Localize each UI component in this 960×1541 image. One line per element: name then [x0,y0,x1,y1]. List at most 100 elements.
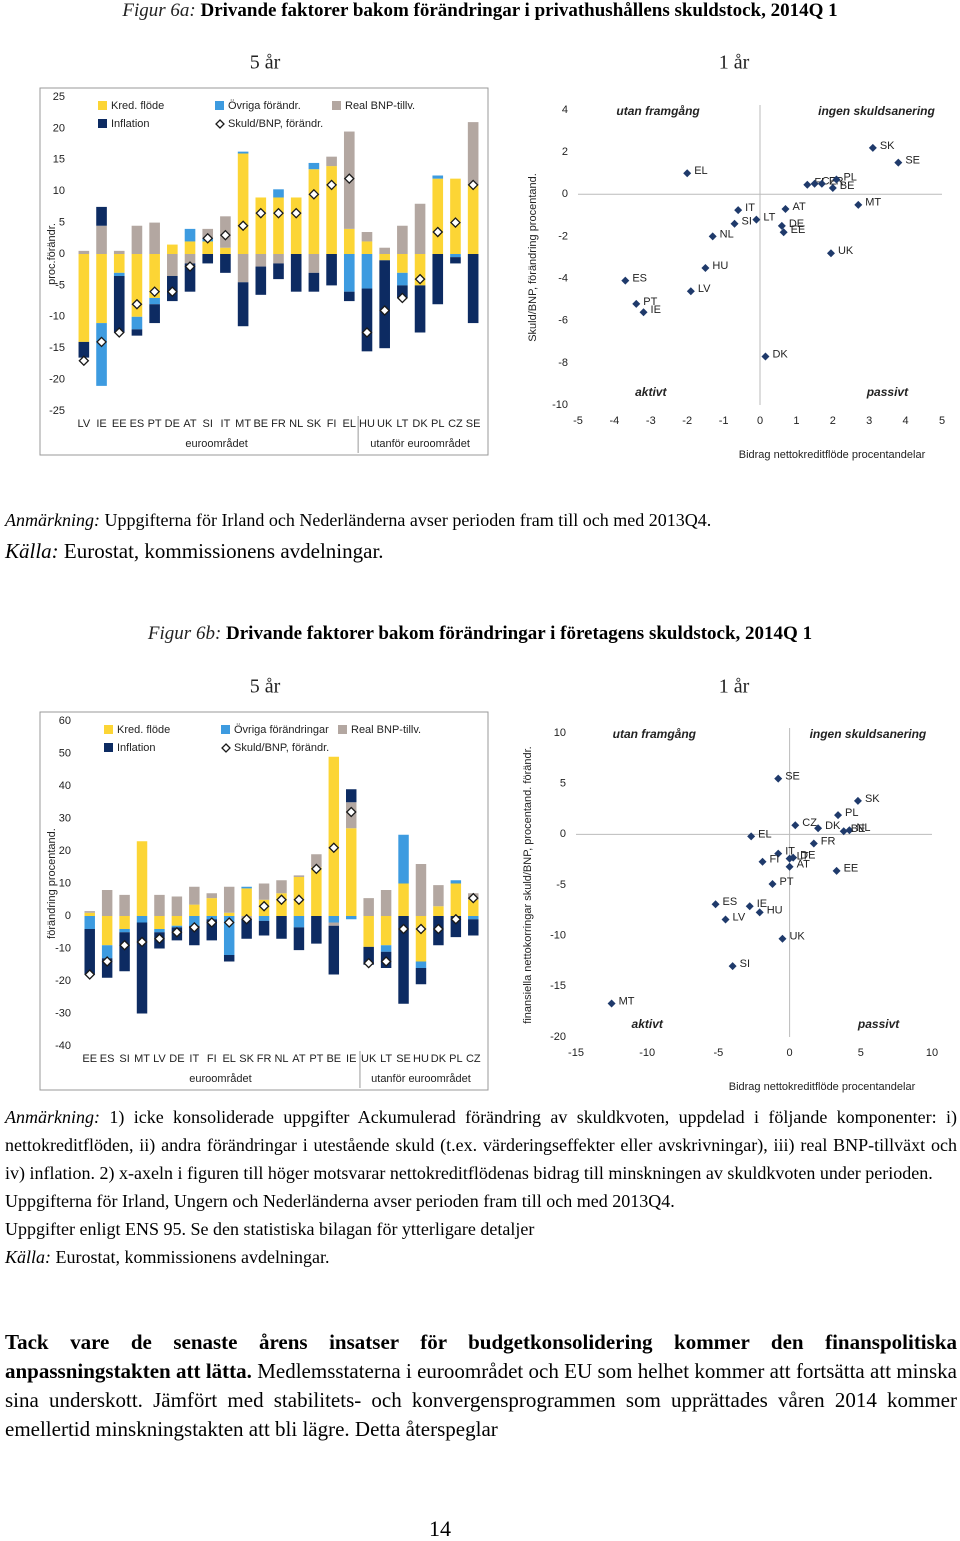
scatter-point [814,824,823,833]
scatter-point [734,206,743,215]
y-tick-label: 0 [562,188,568,200]
bar-segment [113,275,125,333]
point-label: IT [745,202,755,214]
quadrant-annotation: utan framgång [616,104,700,118]
note: Uppgifter enligt ENS 95. Se den statisti… [5,1219,535,1239]
source-label: Källa: [5,1247,52,1267]
scatter-point [632,299,641,308]
bar-segment [397,254,408,273]
y-tick-label: -8 [558,357,568,369]
x-tick-label: SK [239,1053,254,1065]
legend-label: Kred. flöde [117,724,170,736]
diamond-marker [326,179,338,191]
y-tick-label: -5 [55,279,65,291]
point-label: AT [797,859,811,871]
bar-segment [308,162,320,170]
bar-segment [171,916,183,926]
bar-segment [223,912,235,916]
notes: Anmärkning: 1) icke konsoliderade uppgif… [5,1103,957,1271]
bar-segment [308,254,320,273]
y-tick-label: 2 [562,146,568,158]
x-tick-label: -1 [719,415,729,427]
y-tick-label: 40 [59,780,71,792]
bar-segment [328,756,340,916]
x-tick-label: EL [343,418,356,430]
bar-segment [290,197,302,254]
x-tick-label: -3 [646,415,656,427]
diamond-marker [432,923,444,935]
point-label: DE [789,218,804,230]
point-label: UK [789,931,805,943]
y-tick-label: -20 [49,374,65,386]
bar-segment [255,266,267,295]
x-tick-label: 5 [939,415,945,427]
bar-segment [149,222,160,254]
bar-segment [415,864,427,916]
bar-segment [380,945,392,952]
scatter-point [777,221,786,230]
scatter-point [730,219,739,228]
bar-segment [414,203,426,254]
bar-segment [101,958,113,978]
bar-segment [237,282,249,327]
point-label: SI [740,958,750,970]
point-label: LV [733,911,746,923]
scatter-point [745,902,754,911]
bar-segment [101,890,113,916]
note-label: Anmärkning: [5,510,100,530]
y-tick-label: 10 [53,185,65,197]
bar-segment [96,323,107,386]
chart-frame [39,711,489,1091]
point-label: NL [720,228,734,240]
x-tick-label: -10 [639,1047,655,1059]
point-label: LV [698,283,711,295]
scatter-point [834,811,843,820]
bar-segment [415,961,427,968]
scatter-point [755,908,764,917]
bar-segment [311,916,322,944]
bar-segment [202,254,214,264]
bar-segment [468,899,479,916]
bar-segment [414,254,426,286]
bar-segment [276,916,287,939]
bar-segment [450,254,461,258]
note-label: Anmärkning: [5,1107,100,1127]
diamond-marker [276,894,287,906]
bar-segment [346,789,357,803]
legend-label: Skuld/BNP, förändr. [234,742,329,754]
bar-segment [290,254,302,292]
x-tick-label: SE [466,418,481,430]
quadrant-annotation: aktivt [635,385,667,399]
bar-segment [433,885,444,907]
x-tick-label: HU [359,418,375,430]
bar-segment [379,260,390,349]
point-label: MT [619,995,635,1007]
x-tick-label: -5 [573,415,583,427]
diamond-marker [131,298,143,310]
diamond-marker [78,355,90,367]
bar-segment [136,841,148,916]
x-tick-label: BE [326,1053,341,1065]
y-tick-label: 60 [59,715,71,727]
legend-swatch [338,725,347,734]
bar-segment [241,886,252,889]
x-tick-label: -5 [714,1047,724,1059]
bar-segment [273,197,284,254]
x-tick-label: PL [431,418,444,430]
bar-segment [189,925,200,946]
scatter-point [853,796,862,805]
scatter-point [728,962,737,971]
bar-segment [468,916,479,920]
x-tick-label: IT [221,418,231,430]
bar-segment [293,927,305,951]
legend-swatch [98,119,107,128]
bar-segment [84,911,95,913]
point-label: BE [851,823,866,835]
bar-segment [343,254,355,292]
bar-segment [346,916,357,920]
bar-segment [293,916,305,928]
x-tick-label: AT [183,418,197,430]
diamond-marker [149,286,161,298]
x-tick-label: MT [134,1053,150,1065]
scatter-point [701,264,710,273]
